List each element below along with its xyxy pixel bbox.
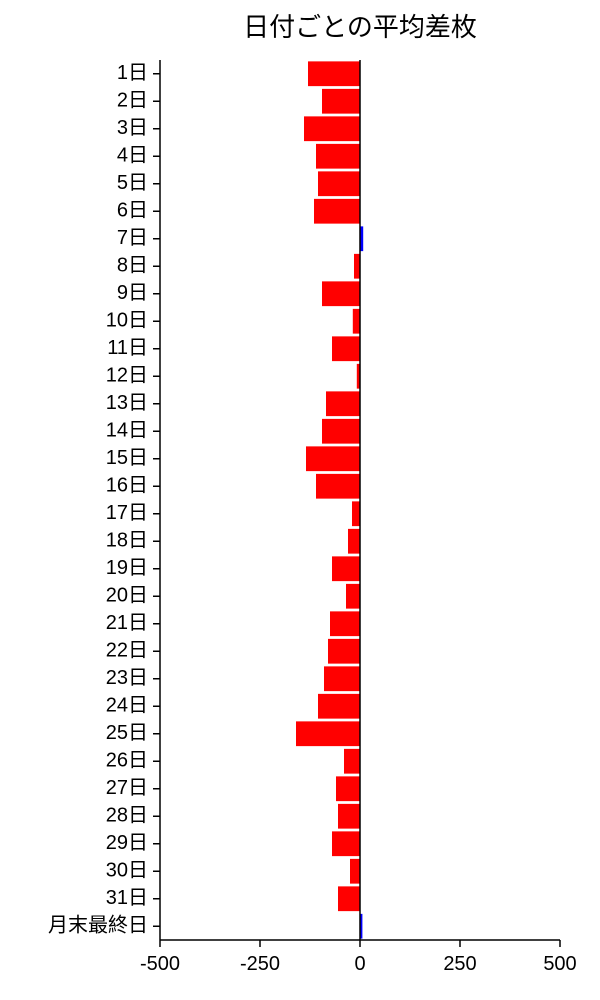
y-axis-label: 9日 — [117, 282, 148, 304]
y-axis-label: 1日 — [117, 62, 148, 84]
bar — [324, 666, 360, 691]
x-axis-label: 500 — [543, 953, 576, 975]
bar — [350, 859, 360, 884]
bar — [322, 89, 360, 114]
y-axis-label: 11日 — [107, 337, 148, 359]
y-axis-label: 7日 — [117, 227, 148, 249]
y-axis-label: 13日 — [106, 392, 148, 414]
bar — [353, 309, 360, 334]
y-axis-label: 25日 — [106, 722, 148, 744]
bar — [354, 254, 360, 279]
y-axis-label: 28日 — [106, 805, 148, 827]
x-axis-label: -500 — [140, 953, 180, 975]
bar — [304, 116, 360, 141]
y-axis-label: 16日 — [106, 475, 148, 497]
y-axis-label: 4日 — [117, 145, 148, 167]
bar — [332, 556, 360, 581]
bar — [322, 281, 360, 306]
y-axis-label: 10日 — [106, 310, 148, 332]
chart-title: 日付ごとの平均差枚 — [243, 12, 477, 42]
y-axis-label: 20日 — [106, 585, 148, 607]
y-axis-label: 17日 — [106, 502, 148, 524]
x-axis-label: -250 — [240, 953, 280, 975]
bar — [318, 694, 360, 719]
y-axis-label: 2日 — [117, 90, 148, 112]
y-axis-label: 27日 — [106, 777, 148, 799]
bar — [316, 474, 360, 499]
y-axis-label: 12日 — [106, 365, 148, 387]
x-axis-label: 250 — [443, 953, 476, 975]
bar — [318, 171, 360, 196]
bar — [338, 886, 360, 911]
y-axis-label: 19日 — [106, 557, 148, 579]
bar — [332, 831, 360, 856]
chart-svg: 日付ごとの平均差枚 1日 2日 3日 4日 5日 6日 7日 8日 9日 10日 11日 12日 13日 1… — [0, 0, 600, 1000]
bar — [344, 749, 360, 774]
bar — [352, 501, 360, 526]
bar — [332, 336, 360, 361]
y-axis-label: 5日 — [117, 172, 148, 194]
y-axis-label: 22日 — [106, 640, 148, 662]
bar — [308, 61, 360, 86]
bar — [314, 199, 360, 224]
y-axis-label: 18日 — [106, 530, 148, 552]
y-axis-label: 21日 — [106, 612, 148, 634]
bar — [326, 391, 360, 416]
y-axis-label: 31日 — [106, 887, 148, 909]
y-axis-label: 24日 — [106, 695, 148, 717]
bar — [316, 144, 360, 169]
bar — [328, 639, 360, 664]
y-axis-label: 30日 — [106, 860, 148, 882]
y-axis-label: 14日 — [106, 420, 148, 442]
x-axis-label: 0 — [354, 953, 365, 975]
y-axis-label: 26日 — [106, 750, 148, 772]
y-axis-label: 6日 — [117, 200, 148, 222]
bar — [322, 419, 360, 444]
bar — [336, 776, 360, 801]
y-axis-label: 3日 — [117, 117, 148, 139]
y-axis-label: 23日 — [106, 667, 148, 689]
y-axis-label: 29日 — [106, 832, 148, 854]
bar — [348, 529, 360, 554]
bar — [330, 611, 360, 636]
bar — [296, 721, 360, 746]
bar — [306, 446, 360, 471]
y-axis-label: 月末最終日 — [48, 914, 148, 937]
bar — [346, 584, 360, 609]
y-axis-label: 8日 — [117, 255, 148, 277]
y-axis-label: 15日 — [106, 447, 148, 469]
chart-container: 日付ごとの平均差枚 1日 2日 3日 4日 5日 6日 7日 8日 9日 10日 11日 12日 13日 1… — [0, 0, 600, 1000]
bar — [338, 804, 360, 829]
